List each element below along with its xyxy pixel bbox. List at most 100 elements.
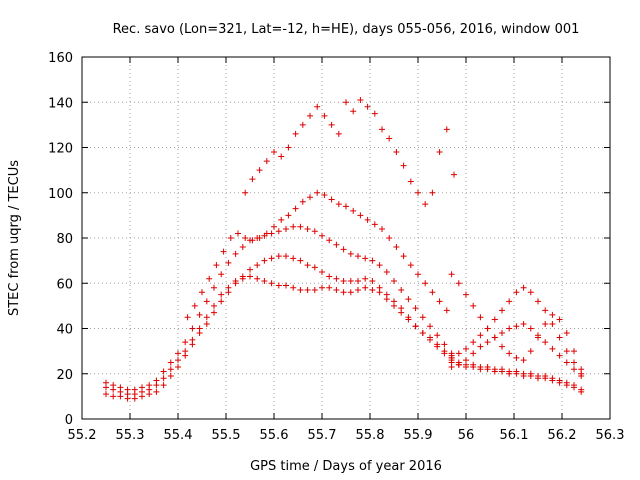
data-point <box>379 126 385 133</box>
data-point <box>347 289 354 296</box>
data-point <box>513 354 520 361</box>
data-point <box>398 309 405 316</box>
data-point <box>407 178 414 185</box>
data-point <box>297 223 304 230</box>
data-point <box>542 307 549 314</box>
data-point <box>292 130 299 137</box>
data-point <box>506 370 513 377</box>
data-point <box>124 386 131 393</box>
data-point <box>383 296 390 303</box>
data-point <box>340 246 347 253</box>
data-point <box>556 334 563 341</box>
data-point <box>443 307 450 314</box>
x-tick-label: 56 <box>458 428 475 443</box>
data-point <box>436 149 443 156</box>
data-point <box>175 363 181 370</box>
data-point <box>535 375 541 382</box>
data-point <box>448 352 455 359</box>
data-point <box>477 332 484 339</box>
data-point <box>256 235 263 241</box>
data-point <box>412 305 419 312</box>
data-point <box>261 257 268 264</box>
y-tick-label: 140 <box>48 96 73 111</box>
data-point <box>527 348 534 355</box>
data-point <box>571 366 577 373</box>
data-point <box>520 373 527 380</box>
data-point <box>427 323 433 330</box>
data-point <box>470 339 477 346</box>
data-point <box>499 343 505 350</box>
data-point <box>117 384 124 391</box>
data-point <box>556 352 563 359</box>
data-point <box>247 266 253 273</box>
data-point <box>263 158 270 165</box>
data-point <box>196 325 203 332</box>
data-point <box>451 171 457 178</box>
data-point <box>268 255 275 262</box>
data-point <box>383 268 390 275</box>
data-point <box>299 198 306 205</box>
data-point <box>415 189 421 196</box>
data-point <box>371 110 378 117</box>
data-point <box>499 368 505 375</box>
data-point <box>470 350 477 357</box>
data-point <box>283 225 289 232</box>
axis-ticks: 55.2 55.3 55.4 55.5 55.6 55.7 55.8 55.9 56 56.1 56… <box>48 51 624 443</box>
data-point <box>563 348 570 355</box>
data-point <box>578 366 585 373</box>
data-point <box>429 189 436 196</box>
data-point <box>427 334 433 341</box>
data-point <box>400 162 407 169</box>
data-point <box>275 253 282 260</box>
data-point <box>290 284 297 291</box>
data-point <box>563 359 570 366</box>
data-point <box>333 287 340 294</box>
data-point <box>307 194 313 201</box>
data-point <box>369 257 376 264</box>
data-point <box>203 314 210 321</box>
data-point <box>225 284 232 291</box>
data-point <box>167 366 174 373</box>
data-point <box>549 311 556 318</box>
data-point <box>218 298 225 305</box>
data-point <box>103 379 109 386</box>
data-point <box>278 153 285 160</box>
data-point <box>343 203 349 210</box>
data-point <box>290 255 297 262</box>
data-point <box>304 262 311 269</box>
data-point <box>443 126 450 133</box>
x-tick-label: 55.9 <box>404 428 433 443</box>
data-point <box>407 262 414 269</box>
data-point <box>506 325 513 332</box>
data-point <box>189 325 196 332</box>
data-point <box>175 357 181 364</box>
data-point <box>254 262 261 269</box>
data-point <box>436 298 443 305</box>
data-point <box>434 332 441 339</box>
data-point <box>319 232 325 239</box>
data-point <box>247 273 253 280</box>
data-point <box>326 237 333 244</box>
data-point <box>422 201 429 208</box>
data-point <box>239 244 246 251</box>
data-point <box>160 368 167 375</box>
data-point <box>103 391 109 398</box>
y-tick-label: 80 <box>56 232 73 247</box>
data-point <box>335 130 342 137</box>
data-point <box>455 361 462 368</box>
data-point <box>422 280 429 287</box>
data-point <box>477 366 484 373</box>
data-point <box>350 207 357 214</box>
data-point <box>463 291 469 298</box>
data-point <box>139 384 145 391</box>
data-point <box>249 237 256 244</box>
data-point <box>391 277 397 284</box>
data-point <box>549 345 556 352</box>
data-point <box>362 284 369 291</box>
data-point <box>448 271 455 278</box>
data-point <box>340 277 347 284</box>
data-point <box>520 320 527 327</box>
data-point <box>355 277 361 284</box>
data-point <box>206 275 213 282</box>
data-point <box>319 268 325 275</box>
